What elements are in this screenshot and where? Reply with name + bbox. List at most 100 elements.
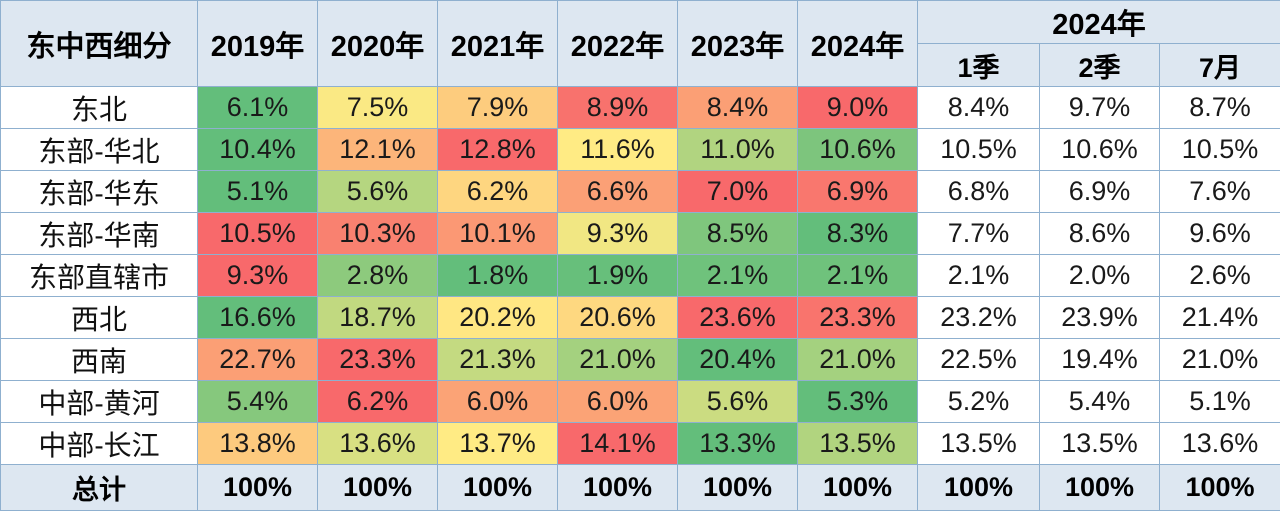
value-cell: 5.4% (1040, 381, 1160, 423)
heat-cell: 8.3% (798, 213, 918, 255)
heat-cell: 10.3% (318, 213, 438, 255)
heat-cell: 20.2% (438, 297, 558, 339)
heat-cell: 6.1% (198, 87, 318, 129)
heat-cell: 7.5% (318, 87, 438, 129)
heat-cell: 14.1% (558, 423, 678, 465)
value-cell: 21.0% (1160, 339, 1280, 381)
heat-cell: 6.0% (558, 381, 678, 423)
year-header-2020: 2020年 (318, 1, 438, 87)
heat-cell: 11.0% (678, 129, 798, 171)
value-cell: 10.5% (918, 129, 1040, 171)
year-header-2021: 2021年 (438, 1, 558, 87)
value-cell: 22.5% (918, 339, 1040, 381)
value-cell: 8.6% (1040, 213, 1160, 255)
heat-cell: 16.6% (198, 297, 318, 339)
heat-cell: 8.9% (558, 87, 678, 129)
value-cell: 7.7% (918, 213, 1040, 255)
total-cell: 100% (1160, 465, 1280, 511)
heat-cell: 6.0% (438, 381, 558, 423)
value-cell: 5.1% (1160, 381, 1280, 423)
heat-cell: 21.0% (798, 339, 918, 381)
heat-cell: 2.8% (318, 255, 438, 297)
total-label: 总计 (1, 465, 198, 511)
year-header-2024: 2024年 (798, 1, 918, 87)
heat-cell: 6.2% (438, 171, 558, 213)
total-cell: 100% (318, 465, 438, 511)
sub-header-q2: 2季 (1040, 44, 1160, 87)
sub-header-q1: 1季 (918, 44, 1040, 87)
heat-cell: 18.7% (318, 297, 438, 339)
total-cell: 100% (198, 465, 318, 511)
heat-cell: 9.0% (798, 87, 918, 129)
heat-cell: 10.5% (198, 213, 318, 255)
heat-cell: 20.6% (558, 297, 678, 339)
row-label: 东北 (1, 87, 198, 129)
heat-cell: 12.8% (438, 129, 558, 171)
heat-cell: 12.1% (318, 129, 438, 171)
total-cell: 100% (798, 465, 918, 511)
value-cell: 10.6% (1040, 129, 1160, 171)
heat-cell: 1.9% (558, 255, 678, 297)
value-cell: 8.4% (918, 87, 1040, 129)
heat-cell: 13.5% (798, 423, 918, 465)
value-cell: 6.9% (1040, 171, 1160, 213)
heat-cell: 9.3% (558, 213, 678, 255)
total-cell: 100% (438, 465, 558, 511)
value-cell: 6.8% (918, 171, 1040, 213)
heat-cell: 23.3% (798, 297, 918, 339)
heat-cell: 23.3% (318, 339, 438, 381)
heat-cell: 1.8% (438, 255, 558, 297)
heat-cell: 6.9% (798, 171, 918, 213)
heat-cell: 8.4% (678, 87, 798, 129)
heat-cell: 13.3% (678, 423, 798, 465)
row-label: 西北 (1, 297, 198, 339)
heat-cell: 10.1% (438, 213, 558, 255)
heat-cell: 2.1% (678, 255, 798, 297)
heat-cell: 5.3% (798, 381, 918, 423)
total-cell: 100% (918, 465, 1040, 511)
heat-cell: 11.6% (558, 129, 678, 171)
heat-cell: 2.1% (798, 255, 918, 297)
value-cell: 23.9% (1040, 297, 1160, 339)
total-cell: 100% (558, 465, 678, 511)
value-cell: 8.7% (1160, 87, 1280, 129)
heat-cell: 5.6% (678, 381, 798, 423)
value-cell: 19.4% (1040, 339, 1160, 381)
value-cell: 13.6% (1160, 423, 1280, 465)
total-cell: 100% (678, 465, 798, 511)
year-header-2022: 2022年 (558, 1, 678, 87)
year-header-2019: 2019年 (198, 1, 318, 87)
value-cell: 23.2% (918, 297, 1040, 339)
total-row: 总计 100% 100% 100% 100% 100% 100% 100% 10… (1, 465, 1280, 511)
heat-cell: 8.5% (678, 213, 798, 255)
value-cell: 9.7% (1040, 87, 1160, 129)
heat-cell: 22.7% (198, 339, 318, 381)
heat-cell: 9.3% (198, 255, 318, 297)
row-label: 东部直辖市 (1, 255, 198, 297)
value-cell: 10.5% (1160, 129, 1280, 171)
value-cell: 2.0% (1040, 255, 1160, 297)
heat-cell: 21.0% (558, 339, 678, 381)
heat-cell: 10.4% (198, 129, 318, 171)
value-cell: 7.6% (1160, 171, 1280, 213)
heat-cell: 13.6% (318, 423, 438, 465)
year-header-2023: 2023年 (678, 1, 798, 87)
heat-cell: 10.6% (798, 129, 918, 171)
group-header-2024: 2024年 (918, 1, 1280, 44)
value-cell: 13.5% (918, 423, 1040, 465)
heat-cell: 23.6% (678, 297, 798, 339)
row-label: 东部-华南 (1, 213, 198, 255)
heat-cell: 5.6% (318, 171, 438, 213)
row-label: 西南 (1, 339, 198, 381)
value-cell: 21.4% (1160, 297, 1280, 339)
